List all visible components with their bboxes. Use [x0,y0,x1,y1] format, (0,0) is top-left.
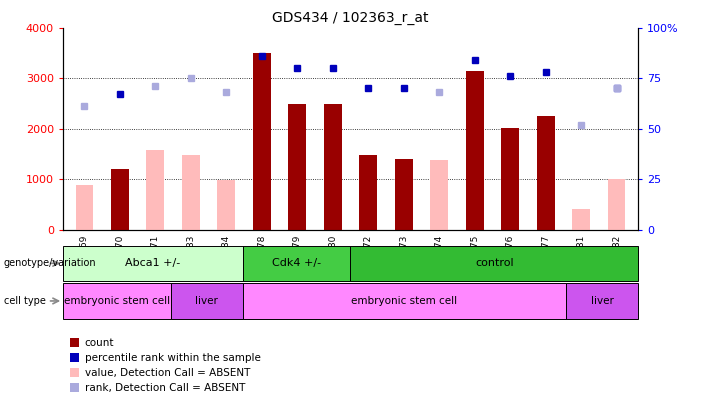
Bar [171,283,243,319]
Text: Cdk4 +/-: Cdk4 +/- [272,258,321,268]
Text: liver: liver [196,296,218,306]
Bar [395,160,413,230]
Bar [63,283,171,319]
Text: count: count [85,337,114,348]
Text: embryonic stem cell: embryonic stem cell [351,296,458,306]
Bar [360,155,377,230]
Text: Abca1 +/-: Abca1 +/- [125,258,181,268]
Bar [76,185,93,230]
Bar [350,246,638,281]
Bar [537,116,554,230]
Bar [182,155,200,230]
Bar [324,105,341,230]
Bar [147,150,164,230]
Bar [111,169,129,230]
Text: embryonic stem cell: embryonic stem cell [64,296,170,306]
Bar [608,179,625,230]
Text: liver: liver [590,296,613,306]
Bar [243,283,566,319]
Bar [288,105,306,230]
Bar [501,128,519,230]
Bar [217,180,235,230]
Text: cell type: cell type [4,296,46,306]
Bar [243,246,350,281]
Text: value, Detection Call = ABSENT: value, Detection Call = ABSENT [85,367,250,378]
Text: genotype/variation: genotype/variation [4,258,96,268]
Bar [253,53,271,230]
Bar [466,70,484,230]
Text: percentile rank within the sample: percentile rank within the sample [85,352,261,363]
Bar [566,283,638,319]
Text: control: control [475,258,514,268]
Title: GDS434 / 102363_r_at: GDS434 / 102363_r_at [272,11,429,25]
Bar [572,209,590,230]
Bar [63,246,243,281]
Text: rank, Detection Call = ABSENT: rank, Detection Call = ABSENT [85,383,245,393]
Bar [430,160,448,230]
